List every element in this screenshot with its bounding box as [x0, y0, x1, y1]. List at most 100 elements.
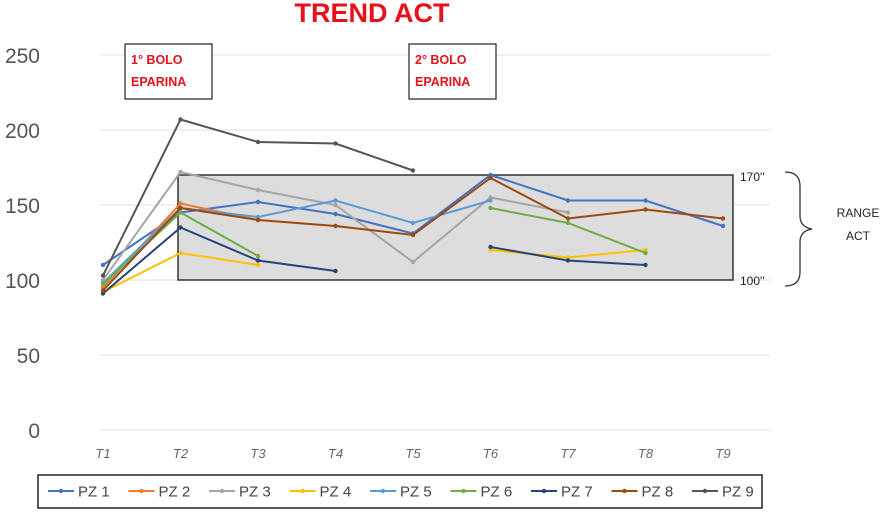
data-point — [720, 223, 726, 229]
legend-label: PZ 1 — [78, 484, 110, 501]
legend-marker — [461, 488, 466, 494]
y-tick-label: 0 — [28, 420, 40, 443]
annotation-bolo-1: 1° BOLO EPARINA — [124, 43, 213, 100]
range-low-label: 100'' — [740, 274, 765, 288]
data-point — [488, 205, 493, 211]
data-point — [178, 117, 183, 122]
series-pz-7 — [100, 225, 648, 296]
x-tick-label: T9 — [715, 446, 730, 461]
data-point — [488, 175, 493, 181]
legend-item: PZ 8 — [611, 484, 674, 501]
legend-marker — [622, 488, 627, 494]
legend-marker — [219, 488, 225, 494]
legend-label: PZ 5 — [400, 484, 432, 501]
data-point — [410, 232, 416, 238]
y-tick-label: 250 — [5, 45, 40, 68]
data-point — [255, 187, 261, 193]
legend-label: PZ 2 — [159, 484, 191, 501]
legend-marker — [541, 488, 547, 494]
series-lines — [100, 117, 726, 296]
legend-marker — [58, 488, 64, 494]
data-point — [178, 205, 183, 211]
data-point — [333, 141, 338, 146]
data-point — [178, 201, 183, 206]
chart-title: TREND ACT — [295, 0, 450, 28]
data-point — [643, 198, 648, 203]
legend-item: PZ 3 — [209, 484, 271, 501]
data-point — [255, 139, 261, 145]
annotation-box — [124, 43, 213, 100]
legend-item: PZ 5 — [370, 484, 432, 501]
legend-item: PZ 1 — [48, 484, 110, 501]
y-tick-label: 100 — [5, 270, 40, 293]
legend-label: PZ 8 — [642, 484, 674, 501]
data-point — [255, 217, 261, 223]
range-brace — [784, 171, 813, 287]
x-tick-label: T2 — [173, 446, 189, 461]
legend-item: PZ 9 — [692, 484, 754, 501]
legend-marker — [139, 488, 144, 494]
data-point — [255, 258, 261, 263]
data-point — [333, 223, 338, 229]
legend-item: PZ 4 — [289, 484, 352, 501]
range-act-label: ACT — [846, 229, 871, 243]
range-act-label: RANGE — [837, 206, 880, 220]
annotation-text: EPARINA — [131, 75, 186, 89]
annotation-text: EPARINA — [415, 75, 470, 89]
y-tick-label: 50 — [17, 345, 40, 368]
series-pz-9 — [100, 117, 416, 278]
data-point — [643, 250, 648, 256]
annotation-text: 1° BOLO — [131, 53, 183, 67]
legend-label: PZ 7 — [561, 484, 593, 501]
annotation-text: 2° BOLO — [415, 53, 467, 67]
x-axis-ticks: T1 T2 T3 T4 T5 T6 T7 T8 T9 — [95, 446, 730, 461]
data-point — [178, 169, 183, 175]
legend-item: PZ 6 — [450, 484, 513, 501]
data-point — [178, 250, 183, 256]
data-point — [255, 262, 261, 268]
data-point — [178, 225, 183, 230]
data-point — [488, 198, 493, 203]
x-tick-label: T5 — [405, 446, 421, 461]
legend-label: PZ 4 — [320, 484, 352, 501]
legend-label: PZ 9 — [722, 484, 754, 501]
data-point — [565, 210, 571, 215]
data-point — [643, 262, 648, 268]
x-tick-label: T6 — [483, 446, 499, 461]
data-point — [410, 168, 416, 173]
legend-marker — [702, 488, 708, 494]
data-point — [255, 253, 261, 259]
data-point — [333, 211, 338, 217]
y-tick-label: 150 — [5, 195, 40, 218]
data-point — [100, 288, 106, 293]
y-tick-label: 200 — [5, 120, 40, 143]
data-point — [333, 198, 338, 203]
data-point — [565, 258, 571, 263]
data-point — [100, 282, 106, 287]
data-point — [100, 262, 106, 268]
series-pz-3 — [100, 169, 571, 283]
legend-label: PZ 6 — [481, 484, 513, 501]
x-tick-label: T7 — [560, 446, 576, 461]
data-point — [565, 216, 571, 221]
data-point — [178, 210, 183, 215]
data-point — [410, 220, 416, 226]
data-point — [255, 199, 261, 205]
data-point — [488, 244, 493, 250]
series-line — [102, 226, 336, 295]
legend-label: PZ 3 — [239, 484, 271, 501]
data-point — [100, 273, 106, 278]
y-axis-ticks: 0 50 100 150 200 250 — [5, 45, 40, 443]
x-tick-label: T1 — [95, 446, 110, 461]
x-tick-label: T8 — [638, 446, 654, 461]
data-point — [333, 268, 338, 274]
range-high-label: 170'' — [740, 170, 765, 184]
legend-item: PZ 7 — [531, 484, 593, 501]
data-point — [565, 220, 571, 226]
x-tick-label: T4 — [328, 446, 343, 461]
series-pz-6 — [100, 205, 648, 287]
data-point — [565, 198, 571, 203]
legend: PZ 1 PZ 2 PZ 3 PZ 4 PZ 5 PZ 6 PZ 7 PZ 8 PZ 9 — [48, 484, 754, 501]
legend-marker — [380, 488, 386, 494]
